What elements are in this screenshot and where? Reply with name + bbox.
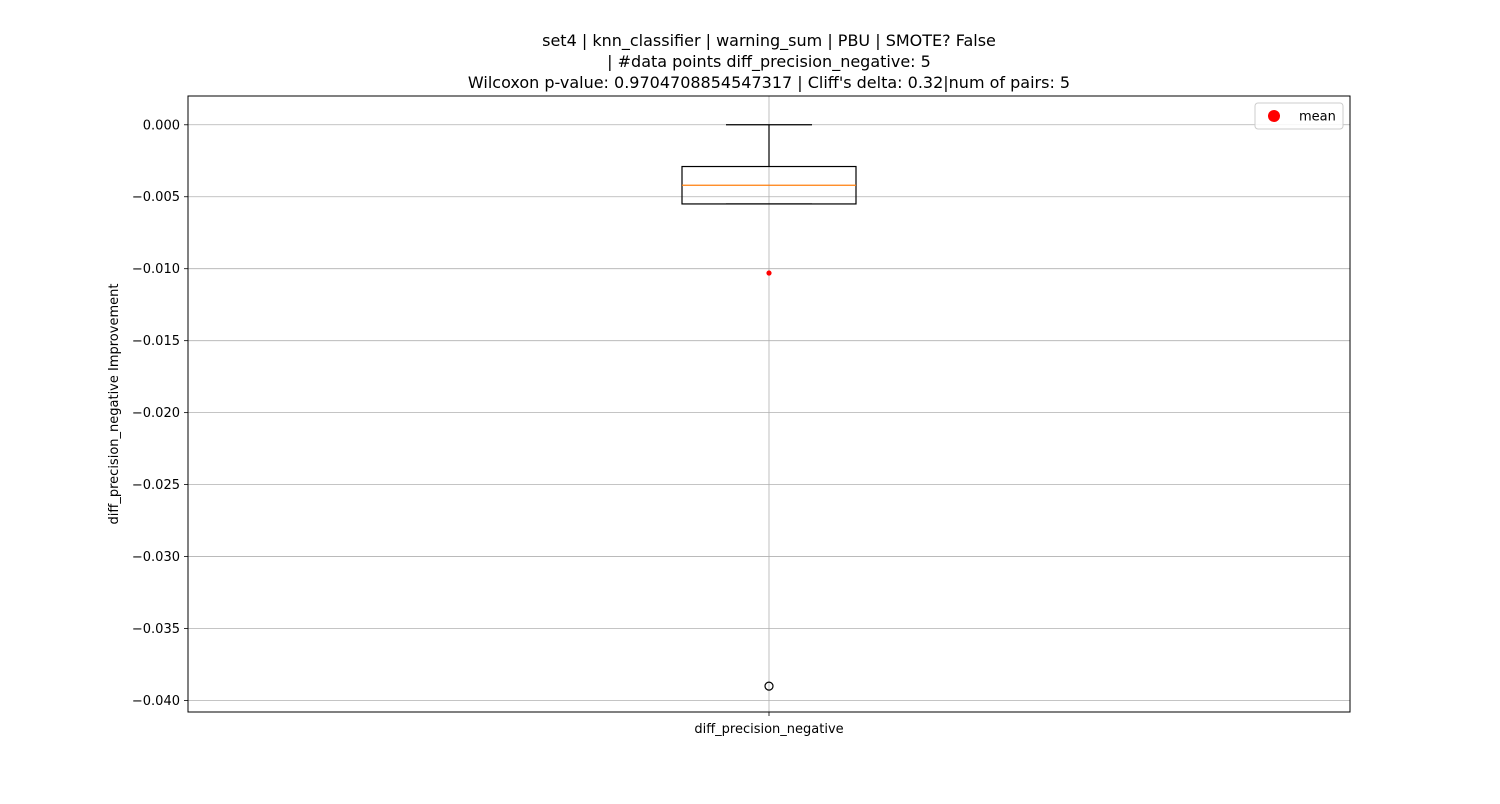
y-axis-label: diff_precision_negative Improvement bbox=[107, 284, 122, 525]
chart-title-line-2: | #data points diff_precision_negative: … bbox=[607, 52, 931, 72]
chart-title-line-3: Wilcoxon p-value: 0.9704708854547317 | C… bbox=[468, 73, 1070, 92]
y-tick-label: 0.000 bbox=[143, 118, 180, 133]
legend-box bbox=[1254, 102, 1344, 130]
legend-label-mean: mean bbox=[1299, 110, 1336, 125]
plot-area bbox=[681, 124, 857, 691]
legend-marker-mean bbox=[1268, 110, 1280, 122]
y-tick-label: −0.030 bbox=[132, 550, 180, 565]
axes: 0.000 −0.005 −0.010 −0.015 −0.020 −0.025 −0.03… bbox=[132, 95, 1351, 737]
x-tick-label: diff_precision_negative bbox=[694, 722, 843, 737]
y-tick-label: −0.020 bbox=[132, 406, 180, 421]
y-tick-label: −0.005 bbox=[132, 190, 180, 205]
y-tick-label: −0.035 bbox=[132, 622, 180, 637]
grid-lines bbox=[188, 96, 1350, 712]
plot-frame bbox=[187, 95, 1351, 713]
legend: mean bbox=[1254, 102, 1344, 130]
y-tick-label: −0.010 bbox=[132, 262, 180, 277]
outlier-point bbox=[764, 681, 774, 691]
chart-title-line-1: set4 | knn_classifier | warning_sum | PB… bbox=[542, 31, 996, 51]
chart-title: set4 | knn_classifier | warning_sum | PB… bbox=[468, 31, 1070, 92]
y-tick-label: −0.025 bbox=[132, 478, 180, 493]
y-tick-label: −0.040 bbox=[132, 694, 180, 709]
mean-point bbox=[766, 270, 772, 276]
y-tick-label: −0.015 bbox=[132, 334, 180, 349]
